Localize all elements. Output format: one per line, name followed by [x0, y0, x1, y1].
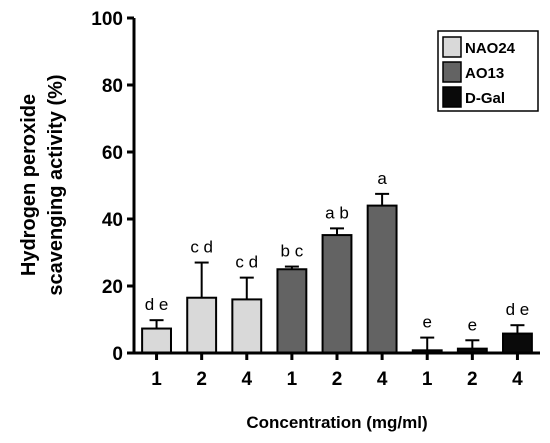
legend-swatch	[442, 36, 462, 58]
bar-group: d e	[141, 295, 172, 355]
significance-label: a	[377, 169, 387, 188]
bar	[366, 204, 398, 354]
bar-group: a	[366, 169, 398, 354]
y-tick-label: 80	[102, 76, 123, 97]
bar	[141, 327, 172, 355]
bar-group: d e	[502, 300, 533, 355]
bar	[186, 296, 218, 355]
legend-swatch	[442, 61, 462, 83]
bar-group: b c	[276, 242, 308, 354]
x-tick-label: 2	[332, 369, 343, 390]
bar-group: e	[456, 315, 488, 354]
x-tick-label: 4	[241, 369, 252, 390]
legend-label: AO13	[465, 65, 504, 82]
significance-label: e	[422, 313, 431, 332]
x-axis-title: Concentration (mg/ml)	[246, 413, 427, 432]
significance-label: e	[468, 315, 477, 334]
x-tick-label: 4	[512, 369, 523, 390]
y-axis-title-line2: scavenging activity (%)	[45, 74, 67, 295]
y-axis-title-line1: Hydrogen peroxide	[18, 94, 40, 276]
bar-group: a b	[321, 203, 353, 354]
significance-label: c d	[190, 238, 213, 257]
bar	[502, 332, 533, 355]
y-tick-label: 100	[91, 9, 123, 30]
bar-group: e	[411, 313, 443, 355]
y-tick-label: 20	[102, 277, 123, 298]
bar	[321, 234, 353, 354]
significance-label: d e	[506, 300, 530, 319]
significance-label: a b	[325, 203, 349, 222]
bar-group: c d	[186, 238, 218, 355]
significance-label: c d	[235, 253, 258, 272]
x-tick-label: 2	[196, 369, 207, 390]
significance-label: b c	[281, 242, 304, 261]
significance-label: d e	[145, 295, 169, 314]
x-tick-label: 1	[287, 369, 298, 390]
legend-label: NAO24	[465, 40, 516, 57]
y-tick-label: 60	[102, 143, 123, 164]
x-tick-label: 2	[467, 369, 478, 390]
y-tick-label: 0	[112, 344, 123, 365]
bars: d e c d c d b c a b a e e d e	[141, 169, 533, 355]
legend-label: D-Gal	[465, 90, 505, 107]
x-tick-label: 1	[422, 369, 433, 390]
legend: NAO24 AO13 D-Gal	[437, 30, 539, 112]
y-tick-label: 40	[102, 210, 123, 231]
bar-group: c d	[231, 253, 263, 354]
legend-swatch	[442, 86, 462, 108]
x-tick-label: 4	[377, 369, 388, 390]
x-tick-label: 1	[151, 369, 162, 390]
bar	[231, 298, 263, 354]
bar	[276, 268, 308, 354]
